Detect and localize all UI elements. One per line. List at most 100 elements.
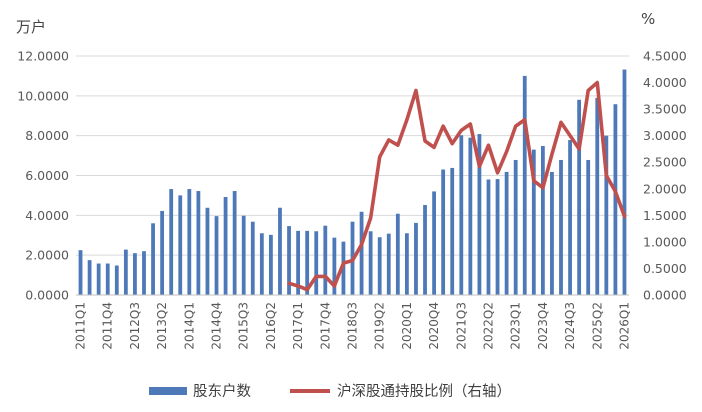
bar bbox=[123, 249, 128, 295]
bar bbox=[395, 213, 400, 295]
bar bbox=[477, 134, 482, 295]
bar bbox=[305, 230, 310, 295]
bar bbox=[595, 97, 600, 295]
bar bbox=[459, 135, 464, 295]
bar bbox=[377, 237, 382, 295]
bar bbox=[178, 195, 183, 295]
bar bbox=[432, 191, 436, 295]
y-right-tick-label: 4.0000 bbox=[643, 75, 687, 90]
bar bbox=[133, 253, 137, 295]
bar bbox=[586, 159, 591, 295]
bar bbox=[513, 159, 518, 295]
right-axis-unit: % bbox=[641, 10, 655, 28]
bar bbox=[495, 179, 500, 295]
y-left-tick-label: 2.0000 bbox=[25, 248, 69, 263]
y-right-tick-label: 1.0000 bbox=[643, 234, 687, 249]
x-tick-label: 2014Q1 bbox=[182, 302, 196, 350]
bar bbox=[368, 231, 373, 295]
bar bbox=[341, 241, 346, 295]
left-axis-unit: 万户 bbox=[16, 18, 46, 36]
bar bbox=[332, 237, 337, 295]
y-right-tick-label: 1.5000 bbox=[643, 208, 687, 223]
bar bbox=[196, 191, 201, 295]
bar bbox=[423, 204, 427, 295]
bar bbox=[96, 263, 101, 295]
bar bbox=[151, 223, 155, 295]
y-right-tick-label: 2.0000 bbox=[643, 181, 687, 196]
bar bbox=[105, 263, 110, 295]
y-left-tick-label: 0.0000 bbox=[25, 288, 69, 303]
bar bbox=[214, 216, 219, 295]
x-tick-label: 2025Q2 bbox=[590, 302, 604, 350]
bar bbox=[359, 211, 364, 295]
x-tick-label: 2015Q3 bbox=[237, 302, 251, 350]
bar bbox=[87, 260, 92, 295]
bar bbox=[613, 104, 618, 295]
bar bbox=[486, 179, 491, 295]
bar bbox=[450, 167, 455, 295]
line-path bbox=[287, 80, 627, 292]
bar bbox=[269, 234, 273, 295]
bar bbox=[296, 230, 301, 295]
x-tick-label: 2013Q2 bbox=[155, 302, 169, 350]
y-right-tick-label: 0.0000 bbox=[643, 288, 687, 303]
bar bbox=[540, 146, 545, 295]
bar bbox=[622, 69, 627, 295]
y-left-tick-label: 8.0000 bbox=[25, 128, 69, 143]
x-tick-label: 2022Q2 bbox=[481, 302, 495, 350]
x-tick-label: 2024Q3 bbox=[563, 302, 577, 350]
y-left-tick-label: 10.0000 bbox=[17, 88, 69, 103]
x-tick-label: 2023Q1 bbox=[509, 302, 523, 350]
y-right-tick-label: 3.0000 bbox=[643, 128, 687, 143]
bar bbox=[568, 140, 572, 295]
bar bbox=[250, 221, 255, 295]
x-tick-label: 2017Q1 bbox=[291, 302, 305, 350]
y-right-tick-label: 0.5000 bbox=[643, 261, 687, 276]
bar bbox=[78, 250, 83, 295]
y-left-tick-label: 6.0000 bbox=[25, 168, 69, 183]
bar bbox=[114, 265, 119, 295]
bar bbox=[531, 149, 536, 295]
bar bbox=[223, 197, 228, 295]
x-tick-label: 2018Q3 bbox=[346, 302, 360, 350]
x-tick-label: 2020Q1 bbox=[400, 302, 414, 350]
bar bbox=[323, 225, 328, 295]
bar bbox=[160, 210, 165, 295]
bar bbox=[278, 207, 282, 295]
bar bbox=[468, 137, 473, 295]
bar bbox=[169, 189, 174, 295]
legend-swatch-bar bbox=[149, 387, 187, 395]
x-tick-label: 2014Q4 bbox=[210, 302, 224, 350]
bar bbox=[504, 171, 509, 295]
bar-series bbox=[78, 69, 627, 296]
bar bbox=[241, 215, 246, 295]
legend-label-bar: 股东户数 bbox=[193, 383, 251, 400]
legend-label-line: 沪深股通持股比例（右轴） bbox=[337, 383, 511, 400]
x-tick-label: 2012Q3 bbox=[128, 302, 142, 350]
bar bbox=[187, 189, 192, 295]
bar bbox=[414, 222, 418, 295]
bar bbox=[314, 231, 319, 295]
bar bbox=[604, 135, 609, 295]
x-tick-label: 2020Q4 bbox=[427, 302, 441, 350]
gridlines bbox=[76, 55, 629, 256]
bar bbox=[232, 191, 237, 295]
x-tick-label: 2026Q1 bbox=[617, 302, 631, 350]
bar bbox=[441, 169, 446, 295]
bar bbox=[404, 233, 409, 295]
x-tick-label: 2017Q4 bbox=[318, 302, 332, 350]
legend: 股东户数 沪深股通持股比例（右轴） bbox=[149, 383, 511, 400]
x-tick-label: 2011Q1 bbox=[74, 302, 88, 350]
y-left-tick-label: 12.0000 bbox=[17, 49, 69, 64]
x-tick-label: 2021Q3 bbox=[454, 302, 468, 350]
bar bbox=[559, 159, 563, 295]
bar bbox=[259, 233, 264, 295]
bar bbox=[522, 75, 527, 296]
bar bbox=[550, 171, 554, 295]
y-right-tick-label: 4.5000 bbox=[643, 49, 687, 64]
x-tick-label: 2016Q2 bbox=[264, 302, 278, 350]
axes: 0.0000 2.0000 4.0000 6.0000 8.0000 10.0000 12.… bbox=[17, 49, 686, 350]
bar bbox=[205, 207, 210, 295]
x-tick-label: 2011Q4 bbox=[101, 302, 115, 350]
